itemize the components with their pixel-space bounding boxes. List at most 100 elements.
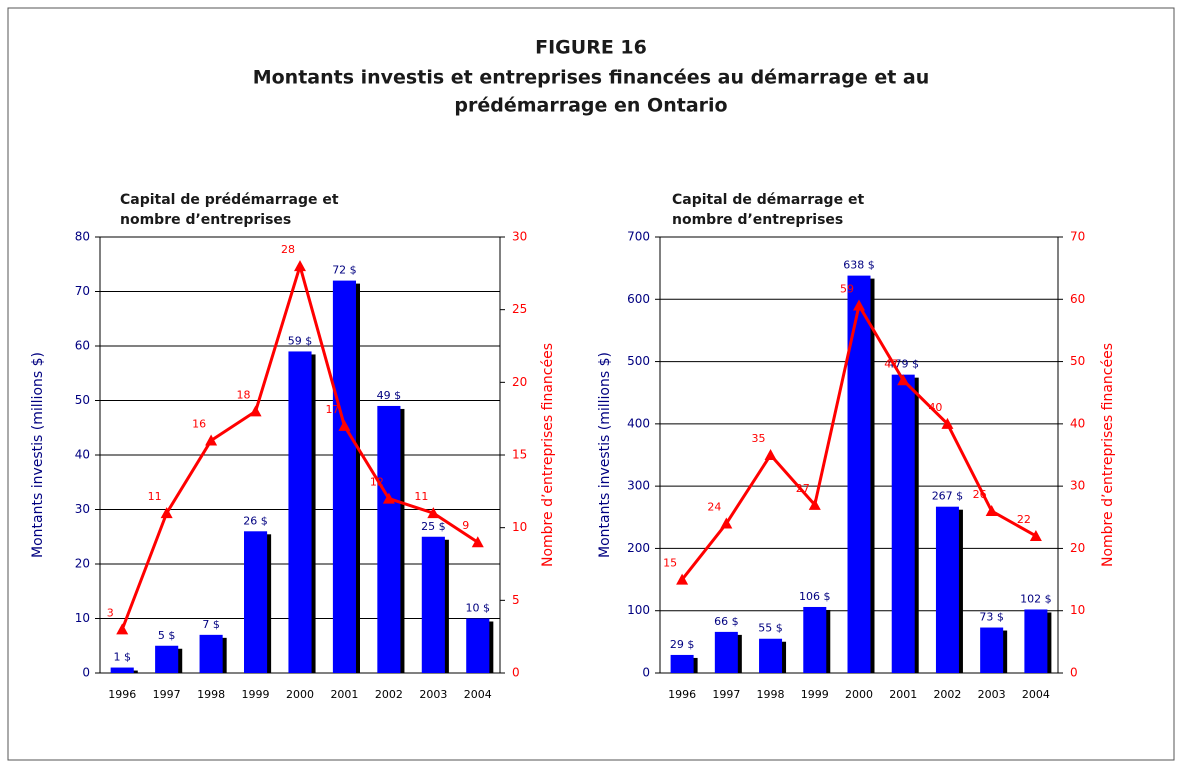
y2-tick-label: 0 bbox=[1070, 666, 1078, 680]
y2-tick-label: 20 bbox=[1070, 541, 1085, 555]
x-tick-label: 2003 bbox=[419, 688, 447, 701]
bar bbox=[199, 634, 223, 673]
bar bbox=[1024, 609, 1048, 673]
line-value-label: 3 bbox=[107, 606, 114, 619]
line-marker bbox=[382, 492, 395, 504]
bar bbox=[670, 654, 694, 673]
bar-value-label: 106 $ bbox=[799, 590, 831, 603]
y-tick-label: 20 bbox=[75, 557, 90, 571]
bar-value-label: 55 $ bbox=[758, 622, 783, 635]
line-value-label: 47 bbox=[884, 357, 898, 370]
y2-tick-label: 5 bbox=[512, 593, 520, 607]
y2-axis-label: Nombre d’entreprises financées bbox=[540, 343, 556, 567]
line-marker bbox=[427, 507, 440, 519]
bar bbox=[155, 645, 179, 673]
x-tick-label: 2002 bbox=[933, 688, 961, 701]
figure-title: FIGURE 16 bbox=[535, 37, 647, 59]
y2-axis-label: Nombre d’entreprises financées bbox=[1100, 343, 1116, 567]
y-axis-label: Montants investis (millions $) bbox=[30, 352, 46, 558]
y-tick-label: 60 bbox=[75, 339, 90, 353]
y2-tick-label: 60 bbox=[1070, 292, 1085, 306]
bar bbox=[891, 374, 915, 673]
line-value-label: 22 bbox=[1017, 513, 1031, 526]
y-tick-label: 50 bbox=[75, 393, 90, 407]
bar-value-label: 267 $ bbox=[932, 490, 964, 503]
bar bbox=[244, 531, 268, 673]
x-tick-label: 1996 bbox=[108, 688, 136, 701]
line-marker bbox=[676, 573, 689, 585]
y-axis-label: Montants investis (millions $) bbox=[597, 352, 613, 558]
bar bbox=[847, 275, 871, 673]
x-tick-label: 2001 bbox=[889, 688, 917, 701]
y-tick-label: 70 bbox=[75, 284, 90, 298]
bar bbox=[421, 536, 445, 673]
y-tick-label: 0 bbox=[82, 666, 90, 680]
y-tick-label: 400 bbox=[627, 416, 650, 430]
x-tick-label: 2004 bbox=[464, 688, 492, 701]
chart-subtitle: nombre d’entreprises bbox=[120, 212, 291, 228]
x-tick-label: 1997 bbox=[153, 688, 181, 701]
y2-tick-label: 30 bbox=[512, 230, 527, 244]
bar-value-label: 49 $ bbox=[377, 389, 402, 402]
line-value-label: 27 bbox=[796, 482, 810, 495]
y-tick-label: 500 bbox=[627, 354, 650, 368]
y-tick-label: 80 bbox=[75, 230, 90, 244]
bar bbox=[935, 506, 959, 673]
line-value-label: 24 bbox=[707, 501, 721, 514]
y2-tick-label: 30 bbox=[1070, 479, 1085, 493]
y-tick-label: 600 bbox=[627, 292, 650, 306]
bar-value-label: 638 $ bbox=[843, 259, 875, 272]
bar-value-label: 26 $ bbox=[243, 514, 268, 527]
bar bbox=[110, 667, 134, 673]
bar bbox=[803, 606, 827, 673]
chart-subtitle: nombre d’entreprises bbox=[672, 212, 843, 228]
bar bbox=[288, 351, 312, 673]
x-tick-label: 2003 bbox=[978, 688, 1006, 701]
x-tick-label: 2000 bbox=[286, 688, 314, 701]
line-value-label: 12 bbox=[370, 476, 384, 489]
line-value-label: 26 bbox=[973, 488, 987, 501]
bar bbox=[759, 638, 783, 673]
line-marker bbox=[338, 419, 351, 431]
bar bbox=[466, 618, 490, 673]
x-tick-label: 1999 bbox=[242, 688, 270, 701]
line-value-label: 35 bbox=[752, 432, 766, 445]
line-value-label: 16 bbox=[192, 417, 206, 430]
x-tick-label: 1998 bbox=[757, 688, 785, 701]
line-value-label: 11 bbox=[148, 490, 162, 503]
bar-value-label: 66 $ bbox=[714, 615, 739, 628]
line-marker bbox=[853, 299, 865, 311]
line-value-label: 40 bbox=[928, 401, 942, 414]
bar-value-label: 7 $ bbox=[202, 618, 220, 631]
figure-title: prédémarrage en Ontario bbox=[454, 95, 727, 117]
y2-tick-label: 10 bbox=[512, 520, 527, 534]
x-tick-label: 1998 bbox=[197, 688, 225, 701]
line-value-label: 11 bbox=[414, 490, 428, 503]
line-value-label: 15 bbox=[663, 557, 677, 570]
bar-value-label: 29 $ bbox=[670, 638, 695, 651]
y-tick-label: 100 bbox=[627, 603, 650, 617]
line-marker bbox=[764, 449, 777, 460]
frame bbox=[7, 7, 1175, 761]
x-tick-label: 1999 bbox=[801, 688, 829, 701]
line-marker bbox=[294, 260, 306, 272]
line-marker bbox=[471, 536, 484, 548]
x-tick-label: 2002 bbox=[375, 688, 403, 701]
bar bbox=[714, 631, 738, 673]
line-marker bbox=[116, 623, 129, 635]
bar-value-label: 102 $ bbox=[1020, 592, 1052, 605]
bar-value-label: 72 $ bbox=[332, 264, 357, 277]
y2-tick-label: 15 bbox=[512, 448, 527, 462]
line-value-label: 28 bbox=[281, 243, 295, 256]
y-tick-label: 300 bbox=[627, 479, 650, 493]
line-value-label: 17 bbox=[325, 403, 339, 416]
y2-tick-label: 25 bbox=[512, 302, 527, 316]
y-tick-label: 0 bbox=[642, 666, 650, 680]
x-tick-label: 1997 bbox=[712, 688, 740, 701]
x-tick-label: 2000 bbox=[845, 688, 873, 701]
x-tick-label: 2001 bbox=[330, 688, 358, 701]
x-tick-label: 2004 bbox=[1022, 688, 1050, 701]
line-marker bbox=[1029, 529, 1042, 541]
bar bbox=[980, 627, 1004, 673]
y2-tick-label: 0 bbox=[512, 666, 520, 680]
